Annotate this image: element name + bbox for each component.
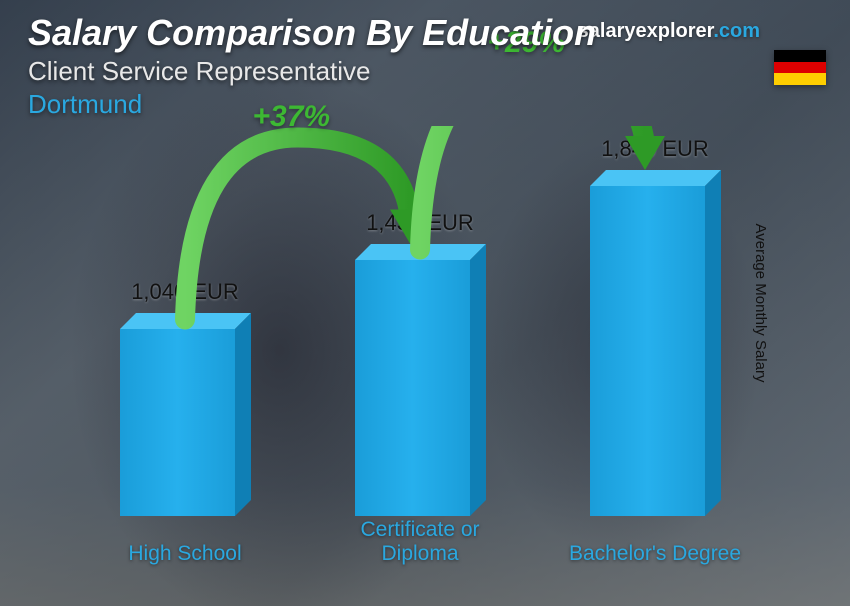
chart-subtitle: Client Service Representative (28, 56, 822, 87)
bar-side-face (705, 170, 721, 516)
bar-group: 1,430 EUR (345, 260, 495, 516)
header: Salary Comparison By Education Client Se… (28, 12, 822, 120)
bar-value-label: 1,840 EUR (565, 136, 745, 162)
bar-front-face (590, 186, 705, 516)
bar-group: 1,840 EUR (580, 186, 730, 516)
bar-side-face (235, 313, 251, 516)
bar-top-face (590, 170, 721, 186)
bar-3d (590, 186, 720, 516)
bar-group: 1,040 EUR (110, 329, 260, 516)
bar-value-label: 1,430 EUR (330, 210, 510, 236)
bar-category-label: Certificate or Diploma (330, 518, 510, 566)
bar-category-label: High School (95, 542, 275, 566)
bar-front-face (120, 329, 235, 516)
bar-top-face (355, 244, 486, 260)
bar-3d (355, 260, 485, 516)
chart-title: Salary Comparison By Education (28, 12, 822, 54)
bar-side-face (470, 244, 486, 516)
bar-category-label: Bachelor's Degree (565, 542, 745, 566)
bar-chart: 1,040 EUR High School 1,430 EUR Certific… (70, 126, 770, 566)
bar-front-face (355, 260, 470, 516)
chart-location: Dortmund (28, 89, 822, 120)
bar-value-label: 1,040 EUR (95, 279, 275, 305)
bar-3d (120, 329, 250, 516)
bar-top-face (120, 313, 251, 329)
